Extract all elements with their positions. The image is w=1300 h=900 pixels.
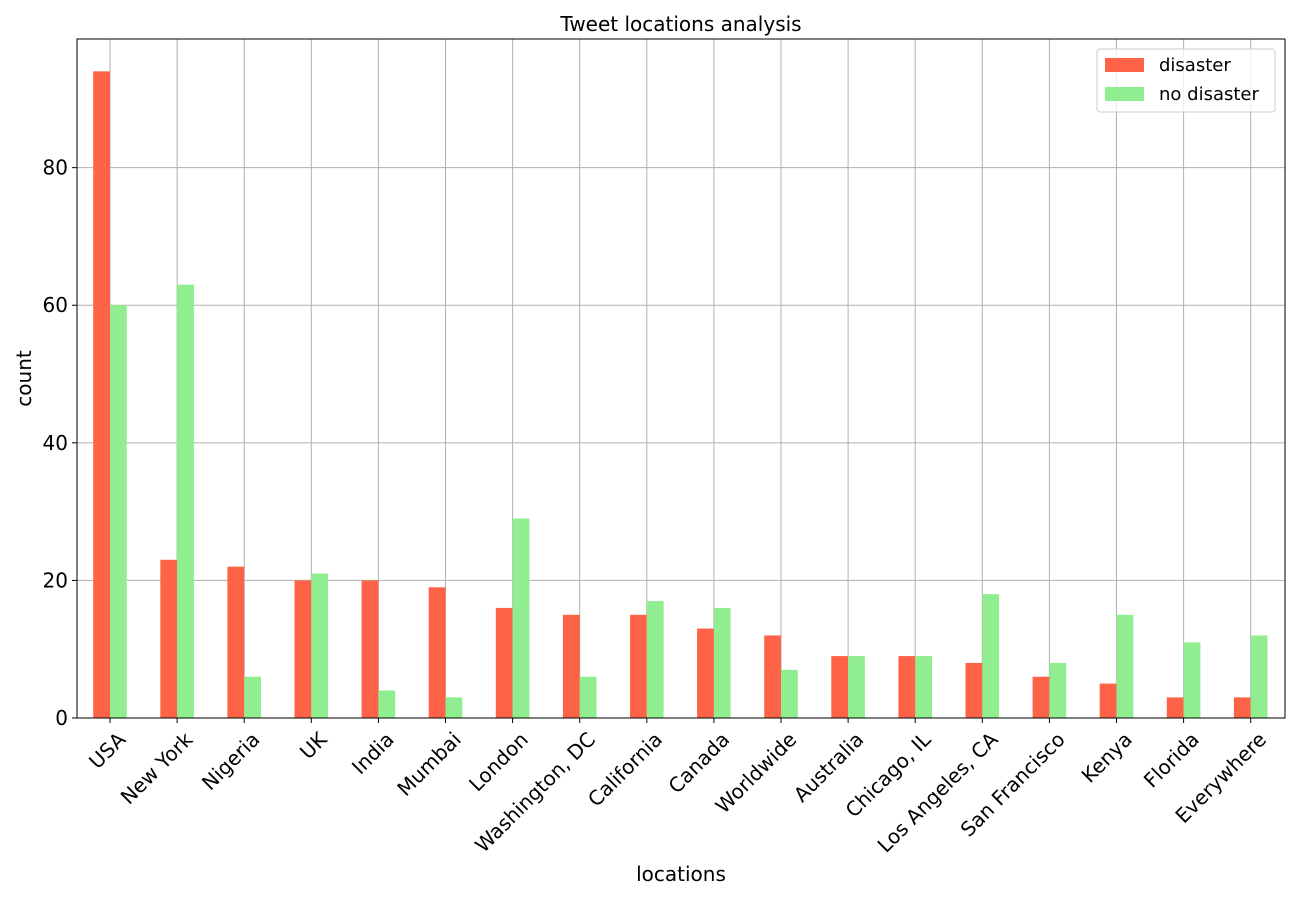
bar-no-disaster: [646, 601, 664, 718]
y-axis-label: count: [12, 350, 36, 407]
bar-disaster: [294, 580, 312, 718]
bar-no-disaster: [1250, 635, 1268, 718]
bar-disaster: [831, 656, 849, 718]
x-tick-label: Los Angeles, CA: [873, 727, 1003, 857]
bar-no-disaster: [713, 607, 731, 718]
bar-no-disaster: [378, 690, 396, 718]
grid-lines: [77, 39, 1285, 719]
bar-no-disaster: [110, 305, 127, 718]
x-tick-label: UK: [295, 727, 332, 764]
y-tick-label: 0: [55, 706, 68, 730]
bar-no-disaster: [445, 697, 463, 718]
bar-disaster: [562, 614, 580, 718]
bar-disaster: [495, 607, 513, 718]
x-tick-label: Florida: [1139, 727, 1204, 792]
bar-disaster: [160, 559, 178, 718]
bar-disaster: [428, 587, 446, 718]
bar-disaster: [1166, 697, 1184, 718]
plot-frame: [76, 38, 1286, 719]
bar-no-disaster: [244, 676, 261, 718]
bar-no-disaster: [177, 284, 194, 718]
bar-disaster: [1032, 676, 1050, 718]
bar-no-disaster: [915, 656, 932, 718]
bar-no-disaster: [1116, 614, 1134, 718]
x-tick-label: India: [347, 727, 399, 779]
y-axis-ticks: 0 20 40 60 80: [43, 156, 77, 730]
bar-no-disaster: [848, 656, 865, 718]
bar-no-disaster: [1049, 662, 1067, 718]
bar-disaster: [898, 656, 916, 718]
bar-no-disaster: [1183, 642, 1201, 718]
x-tick-label: London: [464, 727, 533, 796]
y-tick-label: 60: [43, 293, 68, 317]
legend-label: disaster: [1159, 55, 1231, 76]
bar-no-disaster: [512, 518, 530, 718]
bar-disaster: [764, 635, 781, 718]
bar-disaster: [630, 614, 647, 718]
legend: disaster no disaster: [1096, 48, 1276, 113]
chart-title: Tweet locations analysis: [559, 12, 801, 36]
bar-disaster: [361, 580, 379, 718]
bar-disaster: [965, 662, 983, 718]
bar-disaster: [227, 566, 245, 718]
bars: [93, 71, 1268, 719]
bar-disaster: [1099, 683, 1117, 718]
y-tick-label: 40: [43, 431, 68, 455]
y-tick-label: 80: [43, 156, 68, 180]
x-tick-label: Washington, DC: [470, 727, 600, 857]
x-axis-label: locations: [636, 862, 726, 886]
x-tick-label: USA: [84, 727, 130, 773]
legend-swatch: [1105, 87, 1144, 101]
bar-no-disaster: [982, 594, 1000, 718]
legend-swatch: [1105, 58, 1144, 72]
x-tick-label: New York: [116, 727, 198, 809]
x-tick-label: Nigeria: [197, 727, 265, 795]
bar-no-disaster: [781, 669, 798, 718]
bar-no-disaster: [579, 676, 597, 718]
bar-disaster: [697, 628, 714, 718]
bar-disaster: [1233, 697, 1251, 718]
legend-label: no disaster: [1159, 84, 1259, 105]
x-tick-label: Mumbai: [392, 727, 465, 800]
x-tick-label: Kenya: [1077, 727, 1137, 787]
y-tick-label: 20: [43, 568, 68, 592]
bar-disaster: [93, 71, 110, 719]
bar-no-disaster: [311, 573, 329, 718]
